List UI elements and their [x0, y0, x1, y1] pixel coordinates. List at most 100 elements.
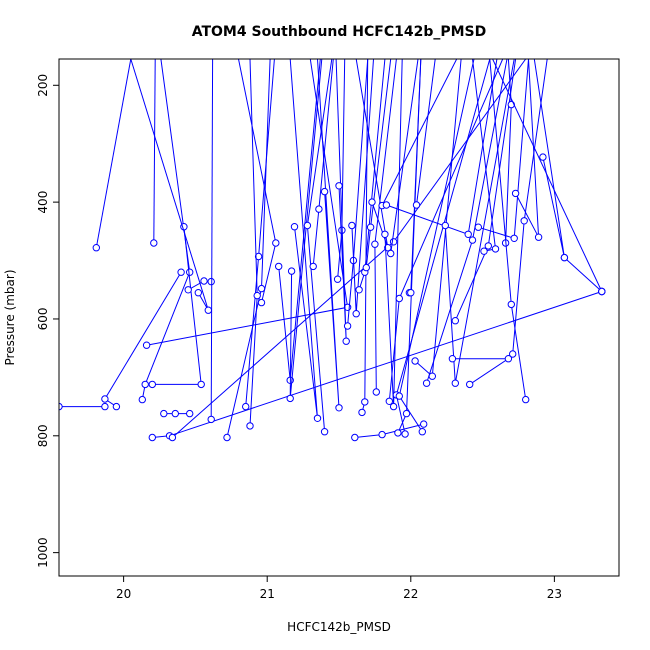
data-point [257, 298, 266, 307]
data-point [412, 201, 421, 209]
data-point [287, 267, 296, 275]
x-axis-label: HCFC142b_PMSD [287, 620, 391, 634]
axis-layer: 20 21 22 23 200 400 600 800 1000 [36, 74, 562, 601]
data-point [101, 395, 109, 403]
y-tick-label: 200 [36, 74, 50, 97]
series-28 [348, 59, 374, 318]
series-line [289, 59, 318, 419]
data-point [362, 263, 370, 272]
series-7 [148, 287, 606, 442]
x-tick-label: 20 [116, 587, 131, 601]
series-line [152, 291, 602, 438]
series-38 [385, 59, 504, 405]
data-point [112, 402, 121, 411]
y-tick-label: 800 [36, 424, 50, 447]
series-line [512, 59, 548, 355]
data-point [371, 240, 379, 248]
data-point [275, 262, 283, 271]
series-layer [59, 59, 606, 442]
data-point [246, 422, 254, 430]
data-point [420, 420, 428, 428]
series-42 [412, 59, 436, 209]
data-point [148, 433, 157, 442]
series-line [386, 59, 498, 235]
data-point [320, 187, 329, 196]
data-point [480, 247, 488, 255]
data-point [510, 234, 518, 243]
series-line [210, 59, 214, 420]
data-point [387, 249, 395, 258]
x-tick-label: 22 [403, 587, 418, 601]
data-point [207, 415, 215, 424]
series-55 [533, 59, 569, 262]
data-point [382, 201, 391, 209]
data-point [313, 414, 322, 422]
series-line [505, 59, 512, 244]
data-point [207, 277, 215, 286]
data-point [92, 244, 101, 252]
series-36 [381, 59, 403, 411]
data-point [148, 380, 157, 389]
series-48 [448, 355, 513, 389]
series-22 [309, 59, 334, 271]
series-line [172, 59, 527, 438]
data-point [598, 287, 606, 296]
data-point [511, 189, 520, 198]
data-point [401, 430, 409, 438]
series-30 [355, 59, 386, 294]
y-axis-label: Pressure (mbar) [3, 269, 17, 365]
series-31 [362, 59, 392, 272]
data-point [407, 289, 415, 297]
data-point [384, 244, 392, 252]
data-point [184, 286, 192, 294]
data-point [441, 221, 449, 230]
data-point [448, 355, 457, 363]
series-line [416, 59, 436, 206]
series-9 [160, 409, 194, 418]
data-point [418, 428, 426, 436]
data-point [253, 291, 261, 300]
series-line [95, 59, 132, 248]
data-point [468, 236, 477, 244]
data-point [389, 238, 398, 246]
data-point [395, 392, 403, 400]
series-line [358, 59, 386, 290]
data-point [254, 252, 263, 261]
series-line [153, 59, 156, 244]
data-point [242, 402, 250, 411]
data-point [394, 429, 402, 437]
series-56 [492, 59, 606, 296]
series-13 [207, 59, 215, 424]
data-point [335, 404, 343, 412]
series-3 [101, 268, 185, 411]
x-tick-label: 21 [260, 587, 275, 601]
y-tick-label: 400 [36, 191, 50, 214]
data-point [303, 221, 312, 230]
data-point [257, 284, 266, 293]
data-point [372, 388, 380, 396]
data-point [422, 379, 431, 387]
series-20 [289, 59, 322, 422]
series-line [426, 59, 508, 384]
series-32 [355, 59, 392, 252]
series-5 [150, 59, 158, 247]
plot-frame [58, 58, 620, 577]
data-point [223, 433, 231, 442]
series-line [381, 59, 458, 206]
series-23 [317, 59, 343, 412]
series-39 [394, 59, 422, 437]
series-line [390, 59, 419, 254]
series-line [335, 59, 347, 342]
data-point [466, 380, 474, 389]
data-point [290, 223, 299, 231]
data-point [358, 408, 366, 417]
data-point [101, 402, 109, 411]
data-point [142, 341, 151, 349]
data-point [361, 398, 369, 406]
data-point [509, 350, 517, 358]
data-point [366, 223, 375, 231]
data-point [315, 205, 323, 213]
series-12 [130, 59, 213, 314]
series-line [515, 59, 540, 238]
